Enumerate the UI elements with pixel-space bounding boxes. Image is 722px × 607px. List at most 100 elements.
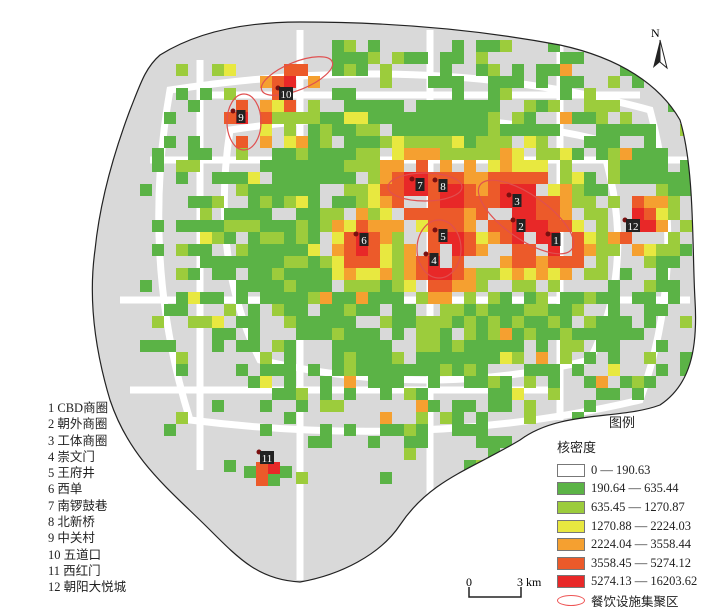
density-cell xyxy=(428,76,440,88)
density-cell xyxy=(140,40,152,52)
density-cell xyxy=(260,364,272,376)
density-cell xyxy=(200,292,212,304)
density-cell xyxy=(188,136,200,148)
legend-label: 0 — 190.63 xyxy=(591,462,651,477)
density-cell xyxy=(644,220,656,232)
poi-list-item: 4 崇文门 xyxy=(48,449,95,464)
density-cell xyxy=(560,172,572,184)
density-cell xyxy=(596,328,608,340)
density-cell xyxy=(632,244,644,256)
density-cell xyxy=(464,352,476,364)
density-cell xyxy=(344,268,356,280)
density-cell xyxy=(356,64,368,76)
density-cell xyxy=(500,388,512,400)
density-cell xyxy=(584,184,596,196)
density-cell xyxy=(392,196,404,208)
density-cell xyxy=(452,40,464,52)
density-cell xyxy=(380,292,392,304)
poi-marker-label: 2 xyxy=(518,221,524,233)
density-cell xyxy=(572,112,584,124)
density-cell xyxy=(608,76,620,88)
density-cell xyxy=(296,472,308,484)
density-cell xyxy=(536,364,548,376)
density-cell xyxy=(272,220,284,232)
density-cell xyxy=(392,292,404,304)
density-cell xyxy=(332,316,344,328)
density-cell xyxy=(356,364,368,376)
density-cell xyxy=(236,220,248,232)
density-cell xyxy=(440,328,452,340)
density-cell xyxy=(632,388,644,400)
density-cell xyxy=(572,220,584,232)
density-cell xyxy=(416,136,428,148)
density-cell xyxy=(488,388,500,400)
density-cell xyxy=(140,184,152,196)
density-cell xyxy=(536,304,548,316)
density-cell xyxy=(356,340,368,352)
density-cell xyxy=(500,196,512,208)
density-cell xyxy=(284,124,296,136)
density-cell xyxy=(344,376,356,388)
density-cell xyxy=(440,148,452,160)
density-cell xyxy=(416,52,428,64)
density-cell xyxy=(200,208,212,220)
density-cell xyxy=(488,376,500,388)
density-cell xyxy=(200,256,212,268)
density-cell xyxy=(536,100,548,112)
density-cell xyxy=(680,244,692,256)
density-cell xyxy=(656,280,668,292)
density-cell xyxy=(416,220,428,232)
density-cell xyxy=(284,268,296,280)
density-cell xyxy=(452,268,464,280)
density-cell xyxy=(164,304,176,316)
density-cell xyxy=(452,76,464,88)
density-cell xyxy=(488,136,500,148)
density-cell xyxy=(308,136,320,148)
density-cell xyxy=(572,76,584,88)
density-cell xyxy=(272,388,284,400)
density-cell xyxy=(416,340,428,352)
density-cell xyxy=(656,268,668,280)
density-cell xyxy=(584,352,596,364)
density-cell xyxy=(644,352,656,364)
density-cell xyxy=(404,388,416,400)
density-cell xyxy=(560,160,572,172)
density-cell xyxy=(368,256,380,268)
legend-title: 图例 xyxy=(609,415,636,430)
density-cell xyxy=(632,76,644,88)
density-cell xyxy=(452,256,464,268)
density-cell xyxy=(392,364,404,376)
legend-cluster-label: 餐饮设施集聚区 xyxy=(591,594,679,607)
density-cell xyxy=(332,244,344,256)
density-cell xyxy=(656,76,668,88)
density-cell xyxy=(548,280,560,292)
density-cell xyxy=(368,304,380,316)
density-cell xyxy=(440,412,452,424)
density-cell xyxy=(464,160,476,172)
density-cell xyxy=(344,232,356,244)
scale-bar-labels: 0 3 km xyxy=(466,575,541,590)
density-cell xyxy=(608,352,620,364)
density-cell xyxy=(248,184,260,196)
density-cell xyxy=(488,352,500,364)
legend-subtitle: 核密度 xyxy=(557,440,597,455)
density-cell xyxy=(416,424,428,436)
density-cell xyxy=(200,316,212,328)
density-cell xyxy=(332,400,344,412)
density-cell xyxy=(332,268,344,280)
density-cell xyxy=(620,268,632,280)
poi-list-item: 3 工体商圈 xyxy=(48,433,108,448)
density-cell xyxy=(320,148,332,160)
density-cell xyxy=(188,220,200,232)
density-cell xyxy=(152,148,164,160)
density-cell xyxy=(572,232,584,244)
density-cell xyxy=(548,184,560,196)
density-cell xyxy=(572,52,584,64)
density-cell xyxy=(632,208,644,220)
density-cell xyxy=(224,208,236,220)
density-cell xyxy=(272,244,284,256)
density-cell xyxy=(356,328,368,340)
density-cell xyxy=(608,340,620,352)
poi-list: 1 CBD商圈 2 朝外商圈 3 工体商圈 4 崇文门 5 王府井 6 西单 7 南锣鼓巷 8… xyxy=(48,400,126,596)
